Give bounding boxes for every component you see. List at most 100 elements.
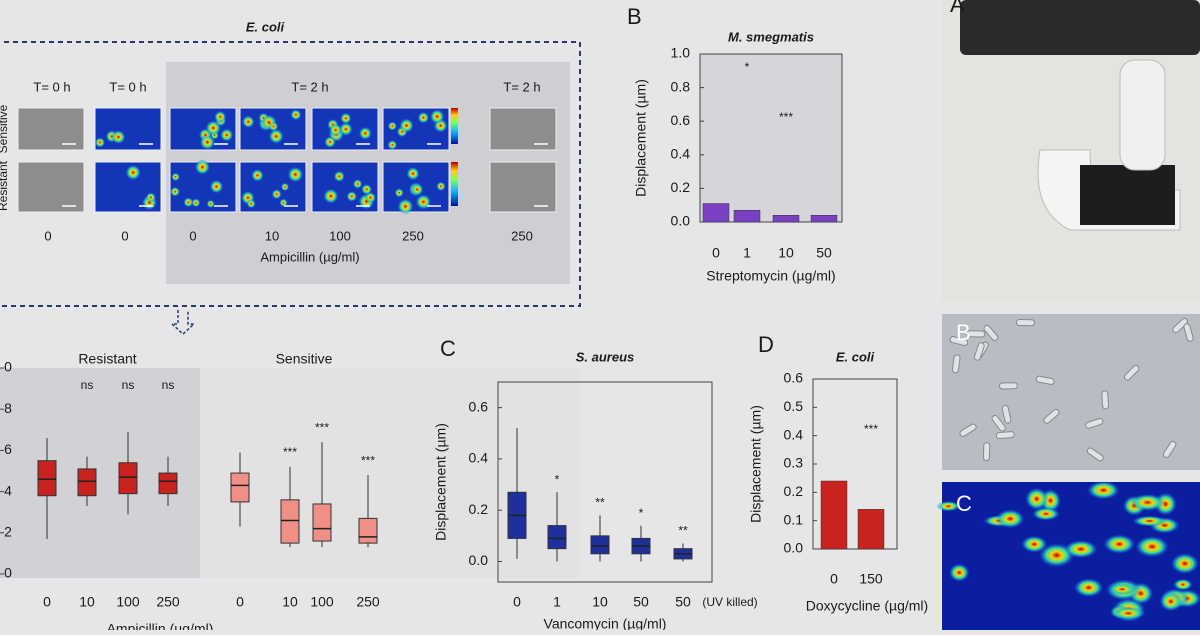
cell	[1123, 365, 1140, 381]
x-tick-label: 0	[513, 594, 521, 610]
x-tick-label: 100	[116, 594, 140, 610]
box	[358, 517, 378, 544]
hotspot	[206, 199, 215, 208]
x-tick-label: 100	[310, 594, 334, 610]
colorbar	[451, 108, 458, 144]
x-tick-label: 1	[553, 594, 561, 610]
blob	[1108, 583, 1137, 595]
conc-label: 250	[402, 228, 424, 243]
dashed-frame	[0, 41, 581, 307]
hotspot	[194, 159, 211, 175]
hotspot	[170, 186, 181, 197]
time-label: T= 0 h	[109, 79, 146, 94]
cell	[998, 382, 1018, 390]
cell	[983, 324, 999, 341]
cell	[959, 423, 977, 437]
y-tick-label: 0.1	[784, 511, 804, 527]
box	[547, 525, 567, 550]
annotation: **	[595, 496, 605, 510]
blob	[1074, 578, 1104, 598]
hotspot	[125, 164, 141, 181]
annotation: ***	[864, 422, 878, 436]
y-tick-label: 0.4	[671, 146, 691, 162]
blob	[1064, 540, 1098, 559]
conc-label: 0	[44, 228, 51, 243]
conc-label: 0	[121, 228, 128, 243]
hotspot	[246, 199, 256, 209]
panel-letter: C	[440, 336, 456, 361]
hotspot	[329, 123, 343, 137]
y-tick-label: 8	[4, 400, 12, 416]
hotspot	[333, 170, 345, 183]
y-tick-label: 0.2	[784, 483, 804, 499]
box	[37, 460, 57, 497]
annotation: *	[555, 472, 560, 486]
hotspot	[397, 198, 414, 215]
annotation: ***	[779, 110, 793, 124]
cell	[951, 354, 961, 374]
note: (UV killed)	[702, 595, 757, 609]
bar	[702, 203, 730, 223]
x-axis-label: Ampicillin (µg/ml)	[107, 621, 214, 630]
blob	[1021, 535, 1048, 553]
chart-title: S. aureus	[576, 349, 635, 364]
y-tick-label: 0.5	[784, 398, 804, 414]
y-axis-label: Displacement (µm)	[433, 423, 449, 541]
microscope-stage	[1080, 165, 1175, 225]
box	[230, 472, 250, 503]
conc-label: 100	[329, 228, 351, 243]
box	[77, 468, 97, 497]
hotspot	[199, 134, 215, 150]
blob	[1173, 578, 1193, 591]
y-tick-label: 0	[4, 565, 12, 581]
hotspot	[171, 172, 180, 182]
annotation: ns	[122, 378, 135, 392]
x-tick-label: 10	[592, 594, 608, 610]
hotspot	[209, 179, 224, 194]
cell	[1183, 323, 1194, 342]
cell	[1085, 417, 1104, 429]
x-axis-label: Vancomycin (µg/ml)	[544, 616, 667, 630]
cell	[1015, 318, 1035, 327]
photo-letter: C	[956, 491, 972, 516]
annotation: *	[745, 60, 750, 74]
row-label: Resistant	[0, 160, 10, 211]
box	[118, 462, 138, 495]
x-tick-label: 10	[79, 594, 95, 610]
cell	[991, 414, 1006, 432]
hotspot	[387, 139, 398, 150]
bar	[772, 215, 800, 223]
hotspot	[417, 111, 430, 124]
blob	[996, 509, 1025, 529]
sensitive-bg	[200, 368, 580, 578]
micrograph	[17, 107, 85, 151]
y-axis-label: Displacement (µm)	[633, 79, 649, 197]
blob	[1135, 536, 1169, 558]
blob	[1130, 493, 1165, 511]
annotation: ns	[162, 378, 175, 392]
blob	[1132, 515, 1167, 527]
hotspot	[220, 128, 234, 142]
x-tick-label: 50	[633, 594, 649, 610]
x-tick-label: 0	[830, 571, 838, 587]
tablet	[960, 0, 1200, 55]
cell	[1101, 390, 1110, 410]
y-tick-label: 0.2	[671, 179, 691, 195]
hotspot	[287, 166, 304, 183]
x-tick-label: 1	[743, 245, 751, 261]
hotspot	[352, 179, 363, 189]
blob	[1170, 553, 1199, 575]
y-tick-label: 0.3	[784, 455, 804, 471]
panel-letter: B	[627, 4, 642, 29]
y-tick-label: 2	[4, 524, 12, 540]
hotspot	[111, 130, 126, 145]
hotspot	[346, 191, 358, 202]
annotation: ***	[315, 420, 329, 434]
hotspot	[358, 126, 372, 140]
hotspot	[340, 112, 352, 124]
y-tick-label: 0	[4, 359, 12, 375]
blob	[1103, 534, 1136, 554]
time-label: T= 2 h	[503, 79, 540, 94]
hotspot	[242, 115, 255, 128]
